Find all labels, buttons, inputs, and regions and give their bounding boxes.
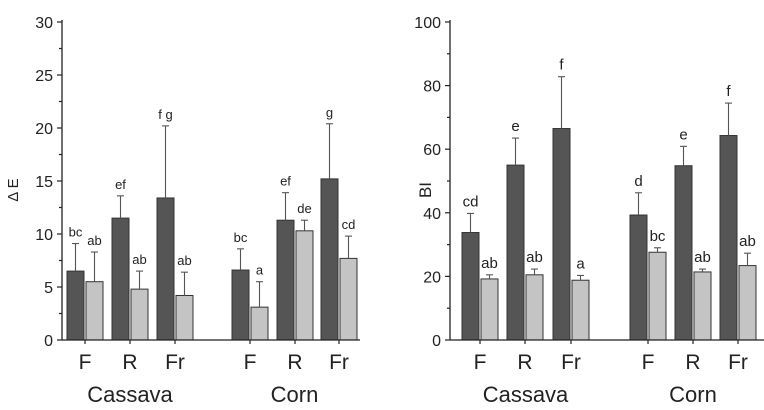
significance-label: cd	[342, 217, 356, 232]
bar	[276, 219, 295, 341]
x-tick-label: Fr	[728, 351, 748, 374]
significance-label: cd	[463, 193, 479, 210]
y-axis-label: BI	[416, 182, 435, 198]
y-tick-label: 15	[35, 174, 53, 191]
bar	[525, 274, 544, 341]
chart-panel-1: bc ef f g bc ef g ab ab ab a de cd 0 5 10 15 20 25 30 Δ E F R…	[5, 15, 360, 407]
bar	[571, 279, 590, 341]
bar	[552, 128, 571, 341]
significance-label: ab	[132, 252, 146, 267]
significance-label: ab	[481, 255, 498, 272]
y-tick-label: 0	[44, 333, 53, 350]
bar	[66, 270, 85, 341]
bar	[674, 165, 693, 341]
y-tick-label: 10	[35, 227, 53, 244]
y-tick-label: 20	[35, 121, 53, 138]
significance-label: ef	[115, 177, 126, 192]
bar	[339, 257, 358, 341]
x-tick-label: R	[122, 351, 137, 374]
bar	[719, 135, 738, 341]
significance-label: ab	[177, 253, 191, 268]
significance-label: g	[326, 105, 333, 120]
x-tick-label: Fr	[561, 351, 581, 374]
significance-label: de	[297, 201, 311, 216]
significance-label: ef	[280, 174, 291, 189]
bar	[506, 164, 525, 341]
group-label: Cassava	[483, 382, 569, 407]
bar	[629, 214, 648, 341]
x-tick-label: F	[244, 351, 257, 374]
bar	[738, 265, 757, 341]
chart-panel-2: cd e f d e f ab ab a bc ab ab 0 20 40 60 80 100 BI F R Fr F R Fr…	[414, 15, 764, 407]
bar	[111, 217, 130, 341]
x-tick-label: F	[642, 351, 655, 374]
bar	[648, 251, 667, 341]
significance-label: ab	[87, 233, 101, 248]
bar	[231, 269, 250, 341]
significance-label: ab	[739, 233, 756, 250]
bar	[175, 294, 194, 341]
bar	[250, 306, 269, 341]
bar	[85, 281, 104, 341]
y-tick-label: 80	[423, 79, 441, 96]
significance-label: bc	[234, 230, 248, 245]
bar	[461, 232, 480, 341]
bar	[130, 288, 149, 341]
significance-label: e	[511, 118, 519, 135]
significance-label: f	[726, 83, 731, 100]
y-tick-label: 0	[432, 333, 441, 350]
y-tick-label: 100	[414, 15, 441, 32]
group-label: Cassava	[87, 382, 173, 407]
significance-label: bc	[69, 225, 83, 240]
significance-label: f	[559, 57, 564, 74]
bar	[480, 278, 499, 341]
significance-label: bc	[650, 228, 666, 245]
significance-label: ab	[694, 249, 711, 266]
x-tick-label: R	[517, 351, 532, 374]
x-tick-label: F	[79, 351, 92, 374]
y-tick-label: 5	[44, 280, 53, 297]
x-tick-label: R	[685, 351, 700, 374]
x-tick-label: Fr	[165, 351, 185, 374]
significance-label: d	[634, 173, 642, 190]
bar	[320, 178, 339, 341]
y-tick-label: 60	[423, 142, 441, 159]
bar	[156, 197, 175, 341]
bar	[295, 230, 314, 341]
x-tick-label: Fr	[329, 351, 349, 374]
significance-label: ab	[526, 249, 543, 266]
y-axis-label: Δ E	[5, 178, 22, 201]
y-tick-label: 30	[35, 15, 53, 32]
group-label: Corn	[271, 382, 319, 407]
significance-label: f g	[158, 107, 172, 122]
significance-label: e	[679, 126, 687, 143]
y-tick-label: 40	[423, 206, 441, 223]
y-tick-label: 25	[35, 68, 53, 85]
y-tick-label: 20	[423, 269, 441, 286]
group-label: Corn	[669, 382, 717, 407]
significance-label: a	[256, 263, 264, 278]
significance-label: a	[576, 255, 585, 272]
bar	[693, 271, 712, 341]
x-tick-label: R	[287, 351, 302, 374]
x-tick-label: F	[474, 351, 487, 374]
